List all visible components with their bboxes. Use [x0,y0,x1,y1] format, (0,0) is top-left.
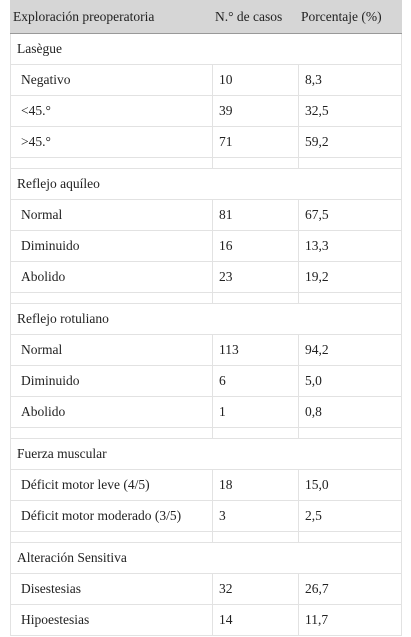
cell: 6 [212,365,299,397]
section-row: Reflejo rotuliano [10,303,402,335]
cell: 39 [212,95,299,127]
spacer-cell [212,531,299,543]
data-row: Déficit motor leve (4/5) 18 15,0 [10,469,402,501]
spacer-cell [212,427,299,439]
cell: 67,5 [298,199,402,231]
cell: 32,5 [298,95,402,127]
spacer-row [10,531,402,543]
row-label: Disestesias [10,573,213,605]
cell: 3 [212,500,299,532]
table-body: Lasègue Negativo 10 8,3 <45.° 39 32,5 >45.° 71 59… [10,33,402,636]
cell: 59,2 [298,126,402,158]
spacer-cell [10,531,213,543]
row-label: Diminuido [10,365,213,397]
spacer-cell [212,157,299,169]
data-row: Negativo 10 8,3 [10,64,402,96]
row-label: Abolido [10,396,213,428]
cell: 32 [212,573,299,605]
cell: 8,3 [298,64,402,96]
cell: 15,0 [298,469,402,501]
cell: 23 [212,261,299,293]
row-label: Diminuido [10,230,213,262]
cell: 26,7 [298,573,402,605]
cell: 1 [212,396,299,428]
data-row: Abolido 23 19,2 [10,261,402,293]
table-header: Exploración preoperatoria N.° de casos P… [10,0,402,34]
data-row: Diminuido 16 13,3 [10,230,402,262]
cell: 16 [212,230,299,262]
section-title: Reflejo aquíleo [10,168,402,200]
spacer-row [10,427,402,439]
row-label: <45.° [10,95,213,127]
cell: 5,0 [298,365,402,397]
spacer-cell [10,292,213,304]
cell: 81 [212,199,299,231]
cell: 19,2 [298,261,402,293]
row-label: >45.° [10,126,213,158]
cell: 94,2 [298,334,402,366]
cell: 10 [212,64,299,96]
row-label: Hipoestesias [10,604,213,636]
row-label: Negativo [10,64,213,96]
header-cell: Exploración preoperatoria [10,0,213,34]
section-title: Alteración Sensitiva [10,542,402,574]
cell: 2,5 [298,500,402,532]
section-title: Reflejo rotuliano [10,303,402,335]
data-table: Exploración preoperatoria N.° de casos P… [10,0,402,636]
spacer-cell [212,292,299,304]
spacer-cell [298,157,402,169]
row-label: Déficit motor leve (4/5) [10,469,213,501]
row-label: Déficit motor moderado (3/5) [10,500,213,532]
data-row: <45.° 39 32,5 [10,95,402,127]
data-row: Diminuido 6 5,0 [10,365,402,397]
spacer-cell [298,292,402,304]
data-row: Normal 81 67,5 [10,199,402,231]
cell: 14 [212,604,299,636]
data-row: Déficit motor moderado (3/5) 3 2,5 [10,500,402,532]
spacer-row [10,292,402,304]
data-row: Disestesias 32 26,7 [10,573,402,605]
spacer-cell [298,531,402,543]
cell: 11,7 [298,604,402,636]
spacer-cell [298,427,402,439]
section-row: Alteración Sensitiva [10,542,402,574]
data-row: Normal 113 94,2 [10,334,402,366]
section-title: Fuerza muscular [10,438,402,470]
section-title: Lasègue [10,33,402,65]
cell: 113 [212,334,299,366]
cell: 13,3 [298,230,402,262]
data-row: >45.° 71 59,2 [10,126,402,158]
row-label: Abolido [10,261,213,293]
cell: 18 [212,469,299,501]
spacer-row [10,157,402,169]
spacer-cell [10,157,213,169]
section-row: Lasègue [10,33,402,65]
cell: 0,8 [298,396,402,428]
header-cell: Porcentaje (%) [298,0,402,34]
spacer-cell [10,427,213,439]
row-label: Normal [10,199,213,231]
header-cell: N.° de casos [212,0,299,34]
section-row: Reflejo aquíleo [10,168,402,200]
data-row: Hipoestesias 14 11,7 [10,604,402,636]
row-label: Normal [10,334,213,366]
header-row: Exploración preoperatoria N.° de casos P… [10,0,402,34]
section-row: Fuerza muscular [10,438,402,470]
cell: 71 [212,126,299,158]
data-row: Abolido 1 0,8 [10,396,402,428]
